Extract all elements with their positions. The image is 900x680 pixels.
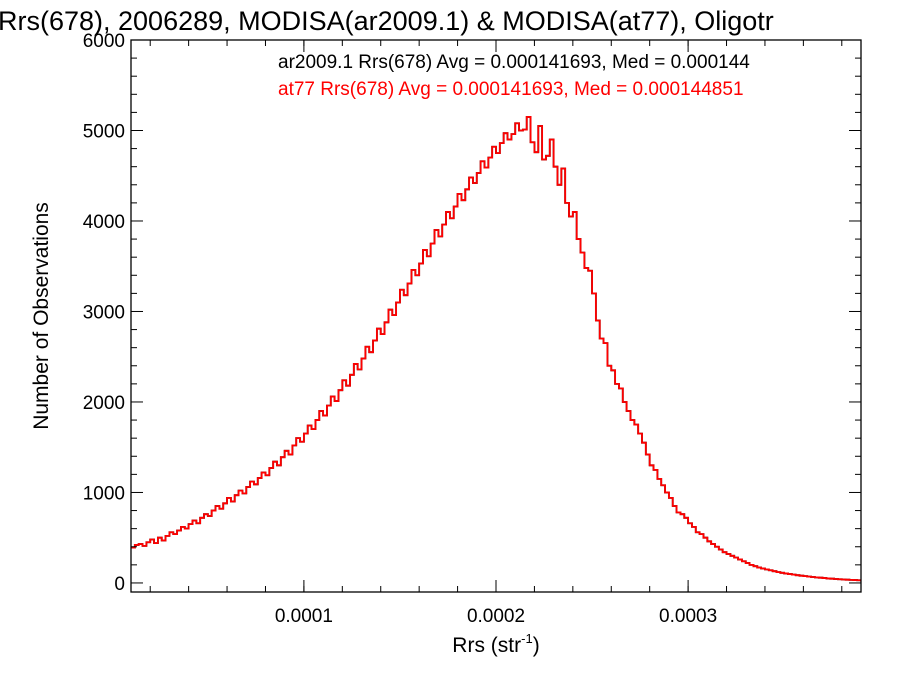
annotation-ar2009: ar2009.1 Rrs(678) Avg = 0.000141693, Med… [278, 52, 750, 73]
y-tick-label: 1000 [83, 483, 125, 504]
x-axis-label-main: Rrs (str [452, 634, 521, 657]
plot-frame [130, 39, 862, 593]
series-layer [131, 116, 861, 582]
y-tick-label: 3000 [83, 302, 125, 323]
y-tick-label: 5000 [83, 121, 125, 142]
x-tick-label: 0.0002 [467, 606, 525, 627]
y-axis: 0 1000 2000 3000 4000 5000 6000 [83, 31, 861, 595]
y-tick-label: 6000 [83, 31, 125, 52]
annotation-at77: at77 Rrs(678) Avg = 0.000141693, Med = 0… [278, 79, 744, 100]
histogram-line-at77 [131, 116, 861, 582]
histogram-line-ar2009.1 [131, 116, 861, 582]
y-tick-label: 0 [114, 574, 125, 595]
x-axis-label-sup: -1 [521, 631, 533, 646]
x-tick-label: 0.0001 [275, 606, 333, 627]
y-axis-label: Number of Observations [30, 202, 53, 430]
y-tick-label: 2000 [83, 393, 125, 414]
x-axis-label: Rrs (str-1) [452, 631, 539, 657]
series-at77 [131, 116, 861, 582]
x-axis-label-close: ) [533, 634, 540, 657]
chart-title: Rrs(678), 2006289, MODISA(ar2009.1) & MO… [0, 6, 774, 36]
x-tick-label: 0.0003 [659, 606, 717, 627]
series-ar2009.1 [131, 116, 861, 582]
x-axis: 0.0001 0.0002 0.0003 [149, 40, 843, 627]
y-tick-label: 4000 [83, 212, 125, 233]
